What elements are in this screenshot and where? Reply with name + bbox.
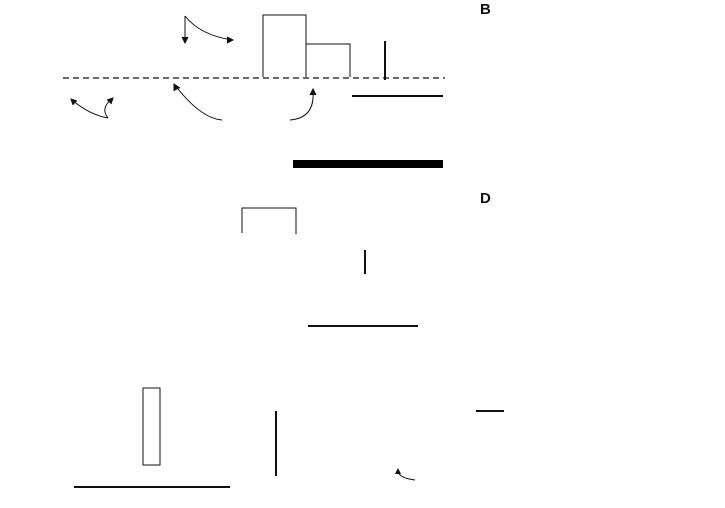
panel-a bbox=[63, 14, 445, 168]
panel-b: B bbox=[480, 1, 491, 18]
annotation-arrows bbox=[70, 15, 317, 121]
light-stimulus-bar bbox=[293, 160, 443, 168]
bracket-zero bbox=[306, 43, 351, 77]
annotation-arrow-f bbox=[397, 469, 416, 481]
panel-c bbox=[241, 207, 418, 327]
panel-d-label: D bbox=[480, 190, 491, 207]
bracket-c bbox=[262, 14, 307, 77]
panel-f bbox=[395, 410, 504, 481]
panel-d: D bbox=[480, 190, 491, 207]
panel-e bbox=[74, 387, 277, 488]
bracket-zero-c bbox=[241, 207, 297, 234]
panel-b-label: B bbox=[480, 1, 491, 18]
arrow-head-f bbox=[395, 468, 401, 474]
highlight-box bbox=[142, 387, 161, 466]
